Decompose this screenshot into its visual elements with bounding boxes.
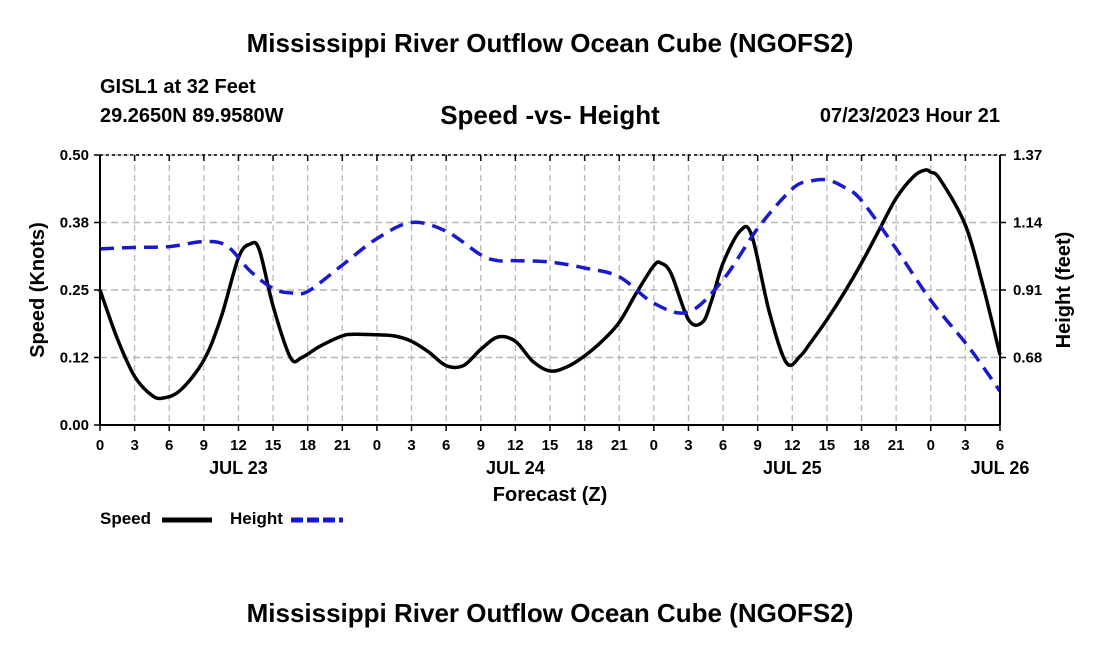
y-tick-label-right: 0.68	[1013, 350, 1042, 367]
date-label: JUL 23	[209, 458, 268, 478]
x-tick-label: 6	[165, 437, 173, 454]
chart-title: Mississippi River Outflow Ocean Cube (NG…	[246, 28, 854, 58]
y-tick-label-right: 0.91	[1013, 282, 1042, 299]
x-tick-label: 15	[542, 437, 559, 454]
x-tick-label: 6	[996, 437, 1004, 454]
x-tick-label: 18	[299, 437, 316, 454]
x-axis-title: Forecast (Z)	[493, 484, 607, 506]
y-tick-label-right: 1.37	[1013, 147, 1042, 164]
speed-series-line	[98, 168, 1002, 401]
x-tick-label: 6	[442, 437, 450, 454]
x-tick-label: 21	[888, 437, 905, 454]
y-tick-label-left: 0.00	[60, 417, 89, 434]
x-tick-label: 12	[507, 437, 524, 454]
x-tick-label: 12	[784, 437, 801, 454]
x-tick-label: 21	[611, 437, 628, 454]
legend-height-label: Height	[230, 509, 283, 528]
y-axis-title-left: Speed (Knots)	[27, 222, 49, 358]
station-label: GISL1 at 32 Feet	[100, 76, 256, 98]
forecast-datetime: 07/23/2023 Hour 21	[819, 105, 1000, 127]
x-tick-label: 6	[719, 437, 727, 454]
x-tick-label: 0	[650, 437, 658, 454]
x-tick-label: 3	[130, 437, 138, 454]
x-tick-label: 3	[684, 437, 692, 454]
x-tick-label: 9	[477, 437, 485, 454]
y-tick-label-left: 0.25	[60, 282, 89, 299]
x-tick-label: 9	[754, 437, 762, 454]
date-label: JUL 25	[763, 458, 822, 478]
y-tick-label-left: 0.50	[60, 147, 89, 164]
x-tick-label: 15	[265, 437, 282, 454]
x-tick-label: 3	[407, 437, 415, 454]
x-tick-label: 9	[200, 437, 208, 454]
chart-subtitle: Speed -vs- Height	[440, 100, 660, 130]
axes: 0 3 6 9 12 15 18 21 0 3 6 9 12 15 18 21 0 3 6 9 12 15 18 21 0 3 6 J…	[27, 147, 1075, 506]
x-tick-label: 18	[576, 437, 593, 454]
series-lines	[98, 168, 1002, 401]
x-tick-label: 18	[853, 437, 870, 454]
y-axis-title-right: Height (feet)	[1053, 232, 1075, 349]
legend-speed-label: Speed	[100, 509, 152, 528]
y-tick-label-right: 1.14	[1013, 215, 1043, 232]
footer-title: Mississippi River Outflow Ocean Cube (NG…	[246, 598, 854, 628]
x-tick-label: 21	[334, 437, 351, 454]
grid-lines	[100, 154, 1000, 425]
y-tick-label-left: 0.12	[60, 350, 89, 367]
date-label: JUL 24	[486, 458, 545, 478]
x-tick-label: 15	[819, 437, 836, 454]
height-series-line	[99, 177, 1002, 393]
x-tick-label: 0	[927, 437, 935, 454]
y-tick-label-left: 0.38	[60, 215, 89, 232]
x-tick-label: 0	[373, 437, 381, 454]
x-tick-label: 3	[961, 437, 969, 454]
x-tick-label: 0	[96, 437, 104, 454]
date-label: JUL 26	[971, 458, 1030, 478]
station-coordinates: 29.2650N 89.9580W	[100, 105, 284, 127]
x-tick-label: 12	[230, 437, 247, 454]
